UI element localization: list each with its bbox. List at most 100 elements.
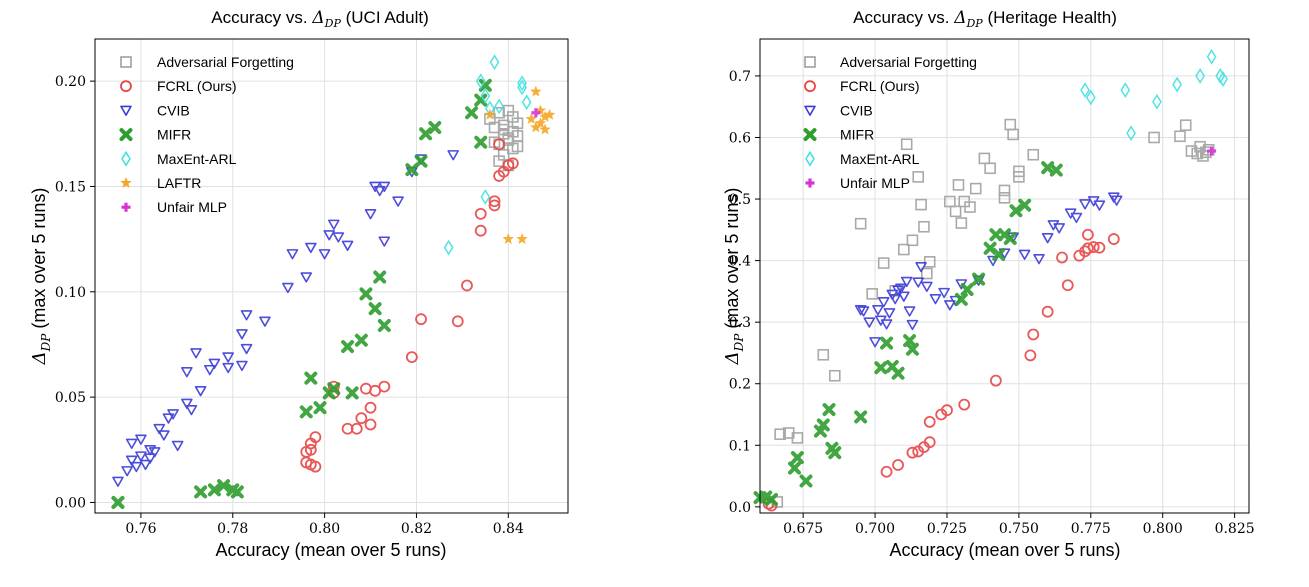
data-point <box>912 171 925 183</box>
legend-label: MIFR <box>157 127 191 143</box>
x-ticks: 0.675 0.700 0.725 0.750 0.775 0.800 0.825 <box>783 513 1255 537</box>
data-point <box>304 443 317 456</box>
data-point <box>1079 199 1091 210</box>
data-point <box>992 247 1006 261</box>
data-point <box>984 162 996 175</box>
legend: Adversarial Forgetting FCRL (Ours) CVIB MIF… <box>119 54 294 215</box>
data-point <box>204 364 216 376</box>
data-point <box>461 279 473 292</box>
data-point <box>304 371 318 385</box>
legend-item: Unfair MLP <box>121 199 227 215</box>
y-ticks: 0.00 0.05 0.10 0.15 0.20 <box>55 74 95 511</box>
data-point <box>828 369 841 382</box>
data-point <box>1179 119 1192 131</box>
data-point <box>765 492 779 506</box>
data-point <box>327 382 341 396</box>
legend-item: FCRL (Ours) <box>120 78 237 94</box>
chart-title-delta: Δ <box>953 8 966 28</box>
data-point <box>774 428 786 441</box>
data-point <box>493 106 505 119</box>
data-point <box>125 438 138 450</box>
legend-item: CVIB <box>120 102 190 118</box>
x-ticks: 0.76 0.78 0.80 0.82 0.84 <box>125 513 524 537</box>
data-point <box>874 361 888 375</box>
data-point <box>309 460 322 473</box>
x-tick-label: 0.82 <box>401 521 432 537</box>
data-point <box>323 230 336 241</box>
data-point <box>921 281 933 293</box>
data-point <box>905 342 919 356</box>
x-tick-label: 0.725 <box>927 521 967 537</box>
legend-label: Unfair MLP <box>840 175 910 191</box>
data-point <box>259 316 271 327</box>
data-point <box>1152 93 1162 110</box>
legend-item: MIFR <box>803 127 874 143</box>
data-point <box>208 358 221 369</box>
data-point <box>1061 279 1074 292</box>
y-axis-label-dp: DP <box>39 333 53 353</box>
data-point <box>539 123 551 135</box>
data-point <box>1018 249 1031 261</box>
legend-label: Adversarial Forgetting <box>157 54 294 70</box>
data-point <box>1194 140 1206 153</box>
legend-item: CVIB <box>804 102 873 118</box>
data-point <box>112 476 124 487</box>
series-unfair-mlp <box>531 108 541 118</box>
data-point <box>378 236 391 247</box>
legend: Adversarial Forgetting FCRL (Ours) CVIB MIF… <box>803 54 977 191</box>
data-point <box>889 293 901 305</box>
chart-title: Accuracy vs. ΔDP (Heritage Health) <box>853 8 1117 30</box>
y-tick-label: 0.10 <box>55 285 86 301</box>
data-point <box>1041 305 1054 318</box>
data-point <box>923 256 936 268</box>
data-point <box>190 348 202 359</box>
data-point <box>507 111 519 123</box>
data-point <box>892 459 904 471</box>
data-point <box>474 93 488 107</box>
data-point <box>309 431 322 444</box>
chart-title: Accuracy vs. ΔDP (UCI Adult) <box>211 8 428 30</box>
x-tick-label: 0.775 <box>1071 521 1111 537</box>
legend-label: CVIB <box>840 102 873 118</box>
legend-item: FCRL (Ours) <box>804 78 920 94</box>
legend-marker <box>805 178 815 188</box>
x-tick-label: 0.76 <box>125 521 156 537</box>
data-point <box>1070 212 1083 224</box>
data-point <box>240 343 253 355</box>
data-point <box>465 106 479 120</box>
data-point <box>162 413 175 424</box>
data-point <box>222 352 234 363</box>
data-point <box>938 287 950 299</box>
data-point <box>364 418 377 431</box>
data-point <box>447 150 459 161</box>
data-point <box>1082 228 1094 241</box>
data-point <box>332 232 345 243</box>
data-point <box>857 306 870 317</box>
legend-item: MaxEnt-ARL <box>121 151 237 167</box>
data-point <box>799 474 813 488</box>
data-point <box>1195 68 1205 84</box>
data-point <box>1120 82 1131 99</box>
x-tick-label: 0.675 <box>783 521 823 537</box>
data-point <box>1080 82 1090 99</box>
y-tick-label: 0.4 <box>729 254 751 270</box>
y-tick-label: 0.2 <box>729 377 751 393</box>
data-point <box>531 108 541 118</box>
data-point <box>135 451 147 462</box>
data-point <box>898 291 910 302</box>
data-point <box>327 219 340 230</box>
data-point <box>1107 233 1120 245</box>
data-point <box>373 270 387 284</box>
data-point <box>148 447 161 458</box>
x-tick-label: 0.750 <box>999 521 1039 537</box>
data-point <box>494 98 504 115</box>
data-point <box>236 329 248 340</box>
data-point <box>880 465 893 478</box>
data-point <box>355 412 368 425</box>
legend-label: MaxEnt-ARL <box>840 151 920 167</box>
data-point <box>1206 48 1217 65</box>
data-point <box>240 310 253 321</box>
data-point <box>1047 220 1060 231</box>
data-point <box>872 305 884 316</box>
data-point <box>299 405 313 419</box>
